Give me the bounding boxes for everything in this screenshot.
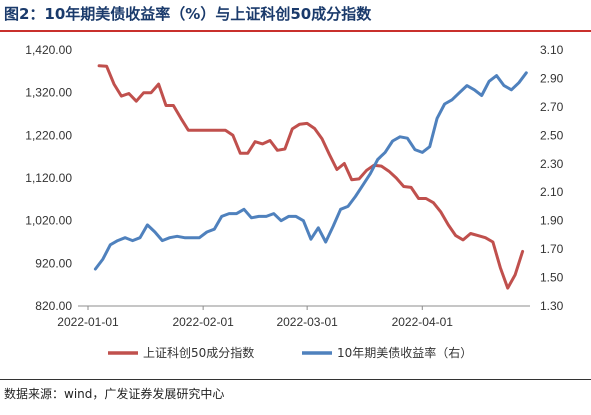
y-left-tick-label: 920.00 xyxy=(35,256,72,270)
source-divider xyxy=(0,379,591,380)
x-tick-label: 2022-03-01 xyxy=(276,315,338,329)
x-tick-label: 2022-04-01 xyxy=(392,315,454,329)
y-left-tick-label: 1,220.00 xyxy=(25,128,72,142)
x-tick-label: 2022-02-01 xyxy=(172,315,234,329)
y-right-tick-label: 2.10 xyxy=(540,185,564,199)
series-line-star50 xyxy=(97,64,525,290)
y-left-tick-label: 1,020.00 xyxy=(25,214,72,228)
y-right-tick-label: 1.30 xyxy=(540,299,564,313)
x-tick-label: 2022-01-01 xyxy=(57,315,119,329)
y-right-tick-label: 1.70 xyxy=(540,242,564,256)
legend-label: 10年期美债收益率（右） xyxy=(337,345,472,360)
y-right-tick-label: 1.90 xyxy=(540,214,564,228)
data-source: 数据来源：wind，广发证券发展研究中心 xyxy=(4,387,225,401)
y-left-tick-label: 1,420.00 xyxy=(25,43,72,57)
y-left-tick-label: 1,120.00 xyxy=(25,171,72,185)
y-right-tick-label: 2.70 xyxy=(540,100,564,114)
y-left-tick-label: 820.00 xyxy=(35,299,72,313)
y-left-tick-label: 1,320.00 xyxy=(25,86,72,100)
y-right-tick-label: 2.90 xyxy=(540,71,564,85)
y-right-tick-label: 2.50 xyxy=(540,128,564,142)
series-line-us10y xyxy=(93,71,528,271)
title-bar: 图2：10年期美债收益率（%）与上证科创50成分指数 xyxy=(0,0,591,32)
y-right-tick-label: 3.10 xyxy=(540,43,564,57)
y-right-tick-label: 2.30 xyxy=(540,157,564,171)
y-right-tick-label: 1.50 xyxy=(540,271,564,285)
chart-canvas: 820.00 920.00 1,020.00 1,120.00 1,220.00 1,32… xyxy=(25,43,564,360)
legend-label: 上证科创50成分指数 xyxy=(143,345,254,360)
chart-title: 图2：10年期美债收益率（%）与上证科创50成分指数 xyxy=(4,5,372,23)
